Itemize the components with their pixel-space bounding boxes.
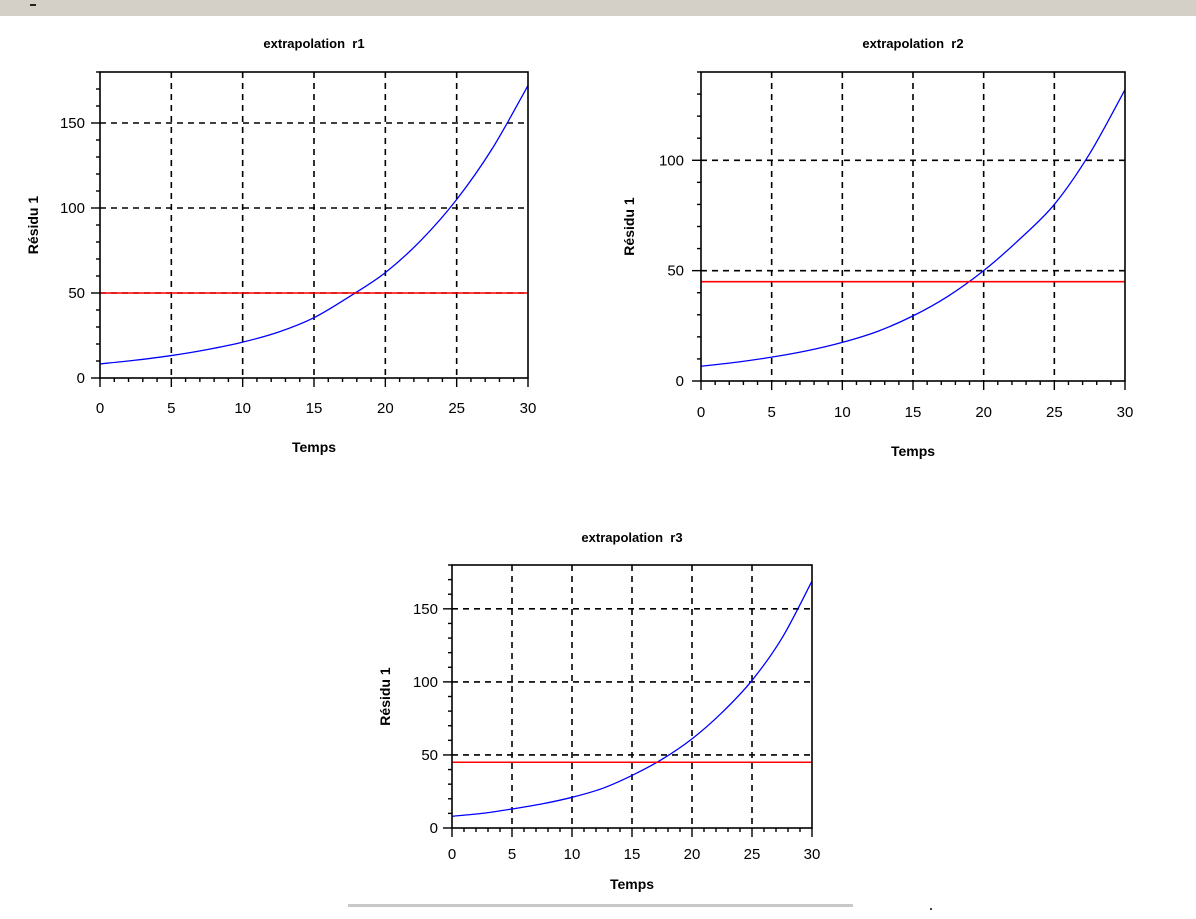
x-tick-label: 10 (564, 846, 581, 863)
chart-panel-r3: extrapolation r3 0 5 10 15 20 25 30 0 50 100 150 Tem… (360, 515, 840, 905)
y-axis-label: Résidu 1 (377, 667, 393, 726)
x-tick-label: 20 (377, 400, 394, 417)
chart-r3-svg: extrapolation r3 0 5 10 15 20 25 30 0 50 100 150 Tem… (377, 530, 821, 892)
y-tick-label: 150 (413, 601, 438, 618)
x-axis-label: Temps (610, 876, 654, 892)
grid (701, 72, 1125, 381)
x-tick-label: 15 (624, 846, 641, 863)
x-tick-label: 15 (905, 404, 922, 421)
residual-curve (451, 580, 813, 817)
x-tick-label: 25 (744, 846, 761, 863)
x-tick-label: 30 (804, 846, 821, 863)
y-axis-label: Résidu 1 (621, 197, 637, 256)
x-tick-label: 0 (448, 846, 456, 863)
x-tick-label: 25 (1046, 404, 1063, 421)
x-tick-label: 25 (448, 400, 465, 417)
bottom-dot-mark (930, 908, 932, 910)
x-tick-label: 20 (975, 404, 992, 421)
y-tick-label: 0 (676, 373, 684, 390)
chart-title: extrapolation r3 (581, 530, 682, 545)
x-tick-label: 5 (508, 846, 516, 863)
chart-r2-svg: extrapolation r2 0 5 10 15 20 25 30 0 50 100 Temps R… (621, 36, 1134, 459)
top-strip-mark (30, 4, 36, 6)
x-tick-label: 30 (520, 400, 537, 417)
chart-title: extrapolation r2 (862, 36, 963, 51)
x-tick-label: 5 (767, 404, 775, 421)
y-tick-label: 150 (60, 115, 85, 132)
chart-r1-svg: extrapolation r1 0 5 10 15 20 25 30 0 50 100 150 Tem… (25, 36, 537, 455)
y-tick-label: 50 (68, 285, 85, 302)
x-tick-label: 0 (96, 400, 104, 417)
window-top-strip (0, 0, 1196, 16)
y-tick-label: 0 (430, 820, 438, 837)
y-tick-label: 100 (659, 152, 684, 169)
x-tick-label: 10 (834, 404, 851, 421)
x-tick-label: 20 (684, 846, 701, 863)
residual-curve (99, 85, 529, 365)
y-tick-label: 0 (77, 370, 85, 387)
y-tick-label: 100 (60, 200, 85, 217)
x-tick-label: 5 (167, 400, 175, 417)
y-tick-label: 50 (667, 263, 684, 280)
y-tick-label: 50 (421, 747, 438, 764)
chart-panel-r2: extrapolation r2 0 5 10 15 20 25 30 0 50 100 Temps R… (600, 20, 1160, 470)
x-axis-label: Temps (891, 443, 935, 459)
x-tick-label: 0 (697, 404, 705, 421)
x-tick-label: 15 (306, 400, 323, 417)
y-tick-label: 100 (413, 674, 438, 691)
chart-panel-r1: extrapolation r1 0 5 10 15 20 25 30 0 50 100 150 Tem… (0, 20, 560, 470)
grid (452, 565, 812, 828)
residual-curve (700, 89, 1126, 367)
bottom-divider (348, 904, 853, 907)
chart-title: extrapolation r1 (263, 36, 364, 51)
grid (100, 72, 528, 378)
x-tick-label: 30 (1117, 404, 1134, 421)
y-axis-label: Résidu 1 (25, 196, 41, 255)
x-tick-label: 10 (234, 400, 251, 417)
x-axis-label: Temps (292, 439, 336, 455)
